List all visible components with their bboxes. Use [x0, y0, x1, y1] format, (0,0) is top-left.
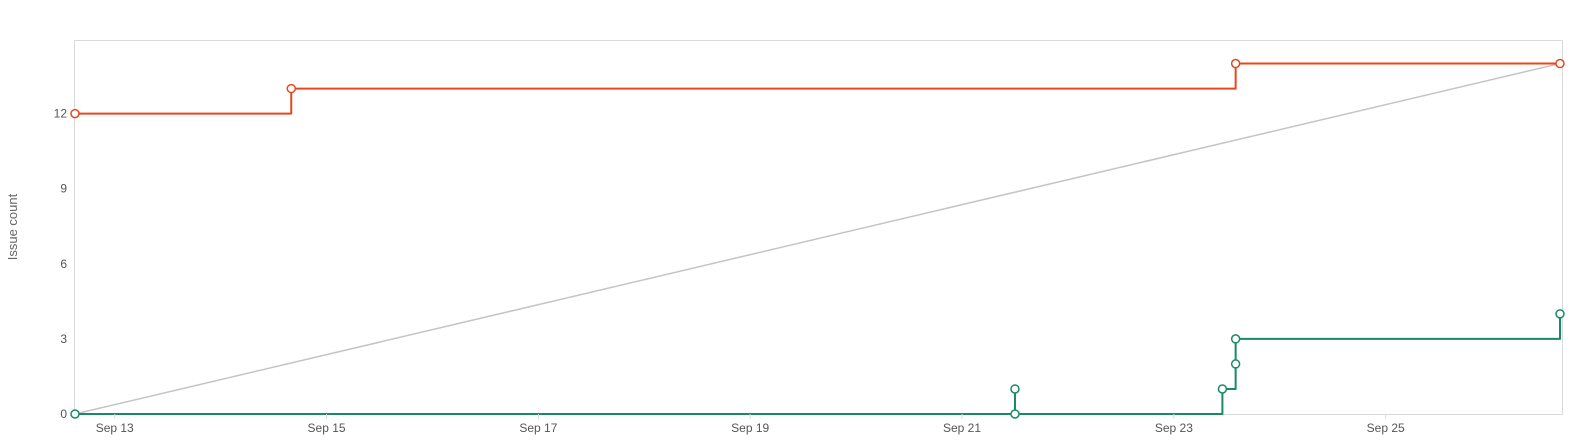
x-tick-label: Sep 13 [96, 421, 134, 435]
scope-point[interactable] [286, 83, 296, 94]
x-tick-label: Sep 19 [731, 421, 769, 435]
completed-point[interactable] [1010, 409, 1020, 419]
scope-point[interactable] [1555, 58, 1565, 69]
y-axis-label: Issue count [5, 193, 20, 260]
x-tick-label: Sep 21 [943, 421, 981, 435]
y-tick-label: 12 [54, 107, 68, 121]
x-tick-label: Sep 23 [1155, 421, 1193, 435]
scope-line [75, 62, 1560, 115]
x-tick-label: Sep 25 [1367, 421, 1405, 435]
guideline-series [74, 62, 1561, 415]
guideline-line [74, 62, 1561, 415]
scope-point[interactable] [1230, 58, 1241, 69]
scope-point[interactable] [70, 108, 80, 119]
completed-line [75, 313, 1561, 415]
plot-frame [74, 40, 1563, 415]
completed-series [70, 309, 1565, 419]
completed-point[interactable] [1230, 334, 1241, 344]
completed-point[interactable] [70, 409, 80, 419]
y-axis-ticks: 0 3 6 9 12 [54, 107, 68, 421]
completed-point[interactable] [1555, 309, 1565, 319]
scope-series [70, 58, 1565, 119]
x-axis-ticks: Sep 13 Sep 15 Sep 17 Sep 19 Sep 21 Sep 23 Sep … [96, 414, 1405, 435]
completed-point[interactable] [1010, 384, 1020, 394]
x-tick-label: Sep 17 [519, 421, 557, 435]
x-tick-label: Sep 15 [308, 421, 346, 435]
completed-point[interactable] [1230, 359, 1241, 369]
completed-point[interactable] [1217, 384, 1228, 394]
y-tick-label: 0 [60, 407, 67, 421]
y-tick-label: 6 [60, 257, 67, 271]
y-tick-label: 9 [60, 182, 67, 196]
y-tick-label: 3 [60, 332, 67, 346]
